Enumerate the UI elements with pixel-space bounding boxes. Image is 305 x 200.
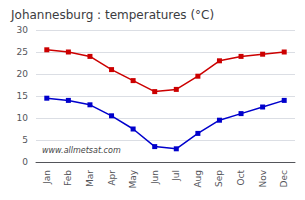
svg-text:25: 25: [17, 47, 28, 57]
svg-text:Oct: Oct: [236, 170, 246, 186]
svg-text:Jan: Jan: [42, 170, 52, 185]
svg-text:Nov: Nov: [258, 169, 268, 187]
svg-text:0: 0: [22, 157, 28, 167]
svg-text:Sep: Sep: [214, 170, 224, 187]
svg-text:5: 5: [22, 135, 28, 145]
svg-text:Johannesburg : temperatures (°: Johannesburg : temperatures (°C): [10, 8, 214, 22]
svg-text:Feb: Feb: [63, 170, 73, 186]
svg-text:10: 10: [17, 113, 29, 123]
svg-text:Mar: Mar: [85, 170, 95, 187]
svg-text:Jul: Jul: [171, 170, 181, 182]
svg-text:May: May: [128, 169, 138, 188]
svg-text:15: 15: [17, 91, 28, 101]
svg-text:www.allmetsat.com: www.allmetsat.com: [42, 146, 121, 155]
svg-text:Aug: Aug: [193, 170, 203, 188]
svg-text:20: 20: [17, 69, 29, 79]
svg-text:Apr: Apr: [107, 170, 117, 186]
svg-text:Jun: Jun: [150, 170, 160, 185]
svg-text:Dec: Dec: [279, 170, 289, 187]
svg-text:30: 30: [17, 25, 29, 35]
